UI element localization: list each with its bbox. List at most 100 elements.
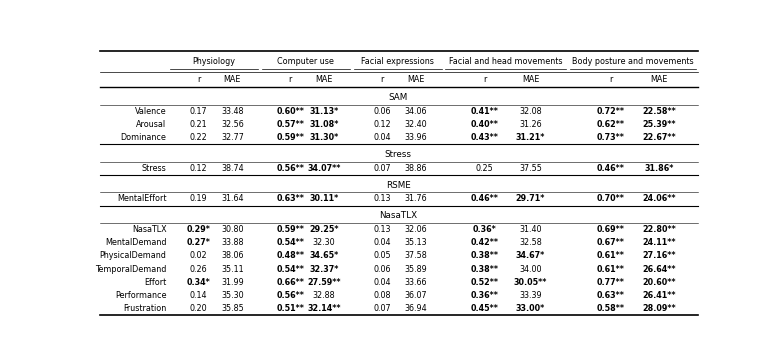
Text: 27.59**: 27.59** xyxy=(308,278,341,287)
Text: 0.04: 0.04 xyxy=(373,133,391,142)
Text: r: r xyxy=(380,75,384,84)
Text: Effort: Effort xyxy=(144,278,166,287)
Text: 28.09**: 28.09** xyxy=(643,304,676,313)
Text: 0.08: 0.08 xyxy=(373,291,391,300)
Text: r: r xyxy=(288,75,292,84)
Text: 32.14**: 32.14** xyxy=(308,304,341,313)
Text: 0.13: 0.13 xyxy=(373,194,391,204)
Text: 26.64**: 26.64** xyxy=(643,265,676,274)
Text: 0.59**: 0.59** xyxy=(277,133,304,142)
Text: 0.22: 0.22 xyxy=(190,133,207,142)
Text: 0.67**: 0.67** xyxy=(597,238,625,247)
Text: 32.88: 32.88 xyxy=(313,291,336,300)
Text: 22.67**: 22.67** xyxy=(643,133,676,142)
Text: 0.73**: 0.73** xyxy=(597,133,625,142)
Text: 32.30: 32.30 xyxy=(313,238,336,247)
Text: 0.26: 0.26 xyxy=(190,265,207,274)
Text: 37.58: 37.58 xyxy=(405,251,427,261)
Text: 33.00*: 33.00* xyxy=(516,304,545,313)
Text: Facial expressions: Facial expressions xyxy=(361,57,434,66)
Text: 0.05: 0.05 xyxy=(373,251,391,261)
Text: Stress: Stress xyxy=(141,164,166,173)
Text: 31.30*: 31.30* xyxy=(309,133,339,142)
Text: 0.12: 0.12 xyxy=(190,164,207,173)
Text: 0.13: 0.13 xyxy=(373,225,391,234)
Text: 33.88: 33.88 xyxy=(221,238,244,247)
Text: 0.02: 0.02 xyxy=(190,251,207,261)
Text: 0.38**: 0.38** xyxy=(471,251,499,261)
Text: 29.25*: 29.25* xyxy=(309,225,339,234)
Text: 0.07: 0.07 xyxy=(373,304,391,313)
Text: 0.43**: 0.43** xyxy=(471,133,499,142)
Text: 0.63**: 0.63** xyxy=(277,194,304,204)
Text: Stress: Stress xyxy=(385,150,412,159)
Text: 0.62**: 0.62** xyxy=(597,120,625,129)
Text: 35.85: 35.85 xyxy=(221,304,244,313)
Text: MentalEffort: MentalEffort xyxy=(117,194,166,204)
Text: 24.06**: 24.06** xyxy=(643,194,676,204)
Text: 0.46**: 0.46** xyxy=(471,194,499,204)
Text: r: r xyxy=(483,75,486,84)
Text: 32.77: 32.77 xyxy=(221,133,244,142)
Text: 31.08*: 31.08* xyxy=(309,120,339,129)
Text: 38.06: 38.06 xyxy=(221,251,244,261)
Text: 30.05**: 30.05** xyxy=(514,278,547,287)
Text: 36.94: 36.94 xyxy=(405,304,427,313)
Text: 0.54**: 0.54** xyxy=(277,265,304,274)
Text: MAE: MAE xyxy=(650,75,667,84)
Text: 35.13: 35.13 xyxy=(405,238,427,247)
Text: 0.61**: 0.61** xyxy=(597,251,625,261)
Text: 24.11**: 24.11** xyxy=(643,238,676,247)
Text: 35.30: 35.30 xyxy=(221,291,244,300)
Text: 32.58: 32.58 xyxy=(519,238,542,247)
Text: 0.56**: 0.56** xyxy=(277,164,304,173)
Text: Frustration: Frustration xyxy=(123,304,166,313)
Text: 34.06: 34.06 xyxy=(405,107,427,116)
Text: 32.40: 32.40 xyxy=(405,120,427,129)
Text: Valence: Valence xyxy=(134,107,166,116)
Text: 0.72**: 0.72** xyxy=(597,107,625,116)
Text: 32.56: 32.56 xyxy=(221,120,244,129)
Text: 36.07: 36.07 xyxy=(405,291,427,300)
Text: r: r xyxy=(197,75,200,84)
Text: 27.16**: 27.16** xyxy=(643,251,676,261)
Text: 0.77**: 0.77** xyxy=(597,278,625,287)
Text: 0.04: 0.04 xyxy=(373,278,391,287)
Text: 0.25: 0.25 xyxy=(476,164,493,173)
Text: 32.37*: 32.37* xyxy=(309,265,339,274)
Text: 31.86*: 31.86* xyxy=(644,164,674,173)
Text: 0.04: 0.04 xyxy=(373,238,391,247)
Text: SAM: SAM xyxy=(388,93,408,102)
Text: MAE: MAE xyxy=(522,75,539,84)
Text: 0.66**: 0.66** xyxy=(277,278,304,287)
Text: 0.06: 0.06 xyxy=(373,265,391,274)
Text: 0.19: 0.19 xyxy=(190,194,207,204)
Text: 0.60**: 0.60** xyxy=(277,107,304,116)
Text: 34.07**: 34.07** xyxy=(308,164,341,173)
Text: 33.48: 33.48 xyxy=(221,107,244,116)
Text: 31.76: 31.76 xyxy=(405,194,427,204)
Text: 35.11: 35.11 xyxy=(221,265,244,274)
Text: Body posture and movements: Body posture and movements xyxy=(572,57,694,66)
Text: MAE: MAE xyxy=(224,75,241,84)
Text: 0.14: 0.14 xyxy=(190,291,207,300)
Text: 0.70**: 0.70** xyxy=(597,194,625,204)
Text: 0.42**: 0.42** xyxy=(471,238,499,247)
Text: 0.41**: 0.41** xyxy=(471,107,499,116)
Text: Arousal: Arousal xyxy=(136,120,166,129)
Text: 0.29*: 0.29* xyxy=(186,225,211,234)
Text: 33.96: 33.96 xyxy=(405,133,427,142)
Text: 0.36*: 0.36* xyxy=(472,225,497,234)
Text: 0.57**: 0.57** xyxy=(277,120,304,129)
Text: 0.59**: 0.59** xyxy=(277,225,304,234)
Text: 0.56**: 0.56** xyxy=(277,291,304,300)
Text: 0.69**: 0.69** xyxy=(597,225,625,234)
Text: 31.64: 31.64 xyxy=(221,194,244,204)
Text: 30.80: 30.80 xyxy=(221,225,244,234)
Text: 30.11*: 30.11* xyxy=(309,194,339,204)
Text: 22.80**: 22.80** xyxy=(642,225,676,234)
Text: 0.51**: 0.51** xyxy=(277,304,304,313)
Text: 31.40: 31.40 xyxy=(519,225,542,234)
Text: 32.08: 32.08 xyxy=(519,107,542,116)
Text: 20.60**: 20.60** xyxy=(643,278,676,287)
